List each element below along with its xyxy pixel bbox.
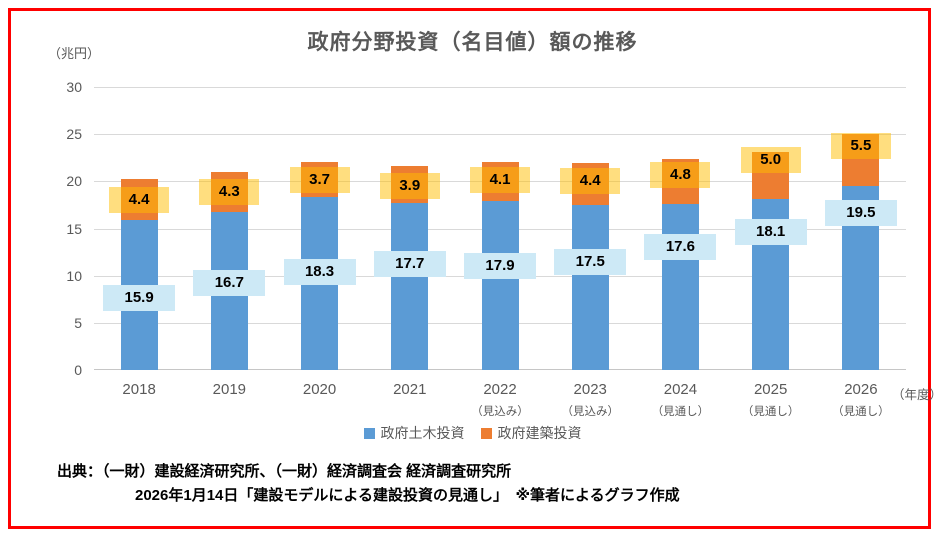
x-label-2020: 2020: [302, 381, 337, 398]
bar-segment-civil-2022: [481, 201, 519, 370]
y-axis-unit-label: （兆円）: [48, 46, 101, 61]
y-tick-25: 25: [66, 126, 82, 143]
chart-title: 政府分野投資（名目値）額の推移: [307, 31, 638, 54]
legend-item-civil: 政府土木投資: [363, 423, 465, 443]
data-label-civil-2021: 17.7: [373, 251, 446, 278]
data-label-civil-2022: 17.9: [464, 253, 536, 280]
x-sublabel-2022: （見込み）: [471, 406, 529, 418]
source-note: 出典：（一財）建設経済研究所、（一財）経済調査会 経済調査研究所 2026年1月…: [57, 460, 680, 508]
y-tick-5: 5: [74, 314, 82, 331]
legend-label-civil: 政府土木投資: [380, 425, 465, 441]
x-sublabel-2023: （見込み）: [561, 406, 619, 418]
x-label-2022: 2022: [483, 381, 517, 398]
grid-line-30: [94, 87, 906, 88]
source-line-2: 2026年1月14日「建設モデルによる建設投資の見通し」 ※筆者によるグラフ作成: [135, 487, 680, 504]
plot-area: （年度） 0 5 10 15 20 25 30 2018 2019 2020 2021 2022 （見込…: [66, 79, 942, 418]
y-tick-20: 20: [66, 173, 82, 190]
data-label-civil-2025: 18.1: [734, 219, 807, 246]
x-label-2019: 2019: [212, 381, 247, 398]
x-label-2023: 2023: [573, 381, 607, 398]
data-label-building-2022: 4.1: [470, 167, 530, 194]
y-tick-15: 15: [66, 220, 82, 237]
data-label-civil-2020: 18.3: [283, 258, 356, 285]
x-sublabel-2024: （見通し）: [651, 406, 710, 418]
legend-label-building: 政府建築投資: [497, 425, 582, 441]
source-line-1: 出典：（一財）建設経済研究所、（一財）経済調査会 経済調査研究所: [57, 463, 512, 480]
y-tick-10: 10: [66, 267, 82, 284]
data-label-building-2024: 4.8: [650, 161, 711, 188]
data-label-building-2023: 4.4: [560, 168, 621, 195]
data-label-civil-2026: 19.5: [824, 200, 897, 227]
data-label-building-2020: 3.7: [289, 167, 350, 194]
data-label-civil-2023: 17.5: [554, 249, 627, 276]
bar-segment-civil-2023: [571, 204, 609, 370]
chart-legend: 政府土木投資 政府建築投資: [0, 423, 945, 443]
data-label-civil-2018: 15.9: [103, 285, 176, 312]
grid-line-25: [94, 134, 906, 136]
data-label-building-2026: 5.5: [830, 133, 891, 160]
data-label-building-2019: 4.3: [199, 178, 260, 205]
data-label-building-2018: 4.4: [109, 187, 170, 214]
data-label-civil-2024: 17.6: [644, 234, 717, 261]
data-label-building-2025: 5.0: [740, 146, 801, 173]
data-label-civil-2019: 16.7: [193, 270, 266, 297]
bar-segment-civil-2024: [661, 203, 699, 370]
data-label-building-2021: 3.9: [379, 173, 440, 200]
y-tick-30: 30: [66, 79, 82, 95]
x-axis-unit-label: （年度）: [892, 388, 943, 402]
legend-item-building: 政府建築投資: [480, 423, 582, 443]
x-sublabel-2026: （見通し）: [832, 406, 890, 418]
bar-segment-civil-2021: [391, 203, 429, 370]
x-label-2021: 2021: [393, 381, 427, 398]
x-label-2026: 2026: [844, 381, 878, 398]
x-label-2025: 2025: [753, 381, 788, 398]
x-label-2024: 2024: [663, 381, 698, 398]
y-tick-0: 0: [74, 362, 82, 378]
building-legend-swatch-icon: [480, 427, 492, 439]
x-label-2018: 2018: [122, 381, 156, 398]
x-sublabel-2025: （見通し）: [741, 406, 800, 418]
civil-legend-swatch-icon: [363, 427, 375, 439]
